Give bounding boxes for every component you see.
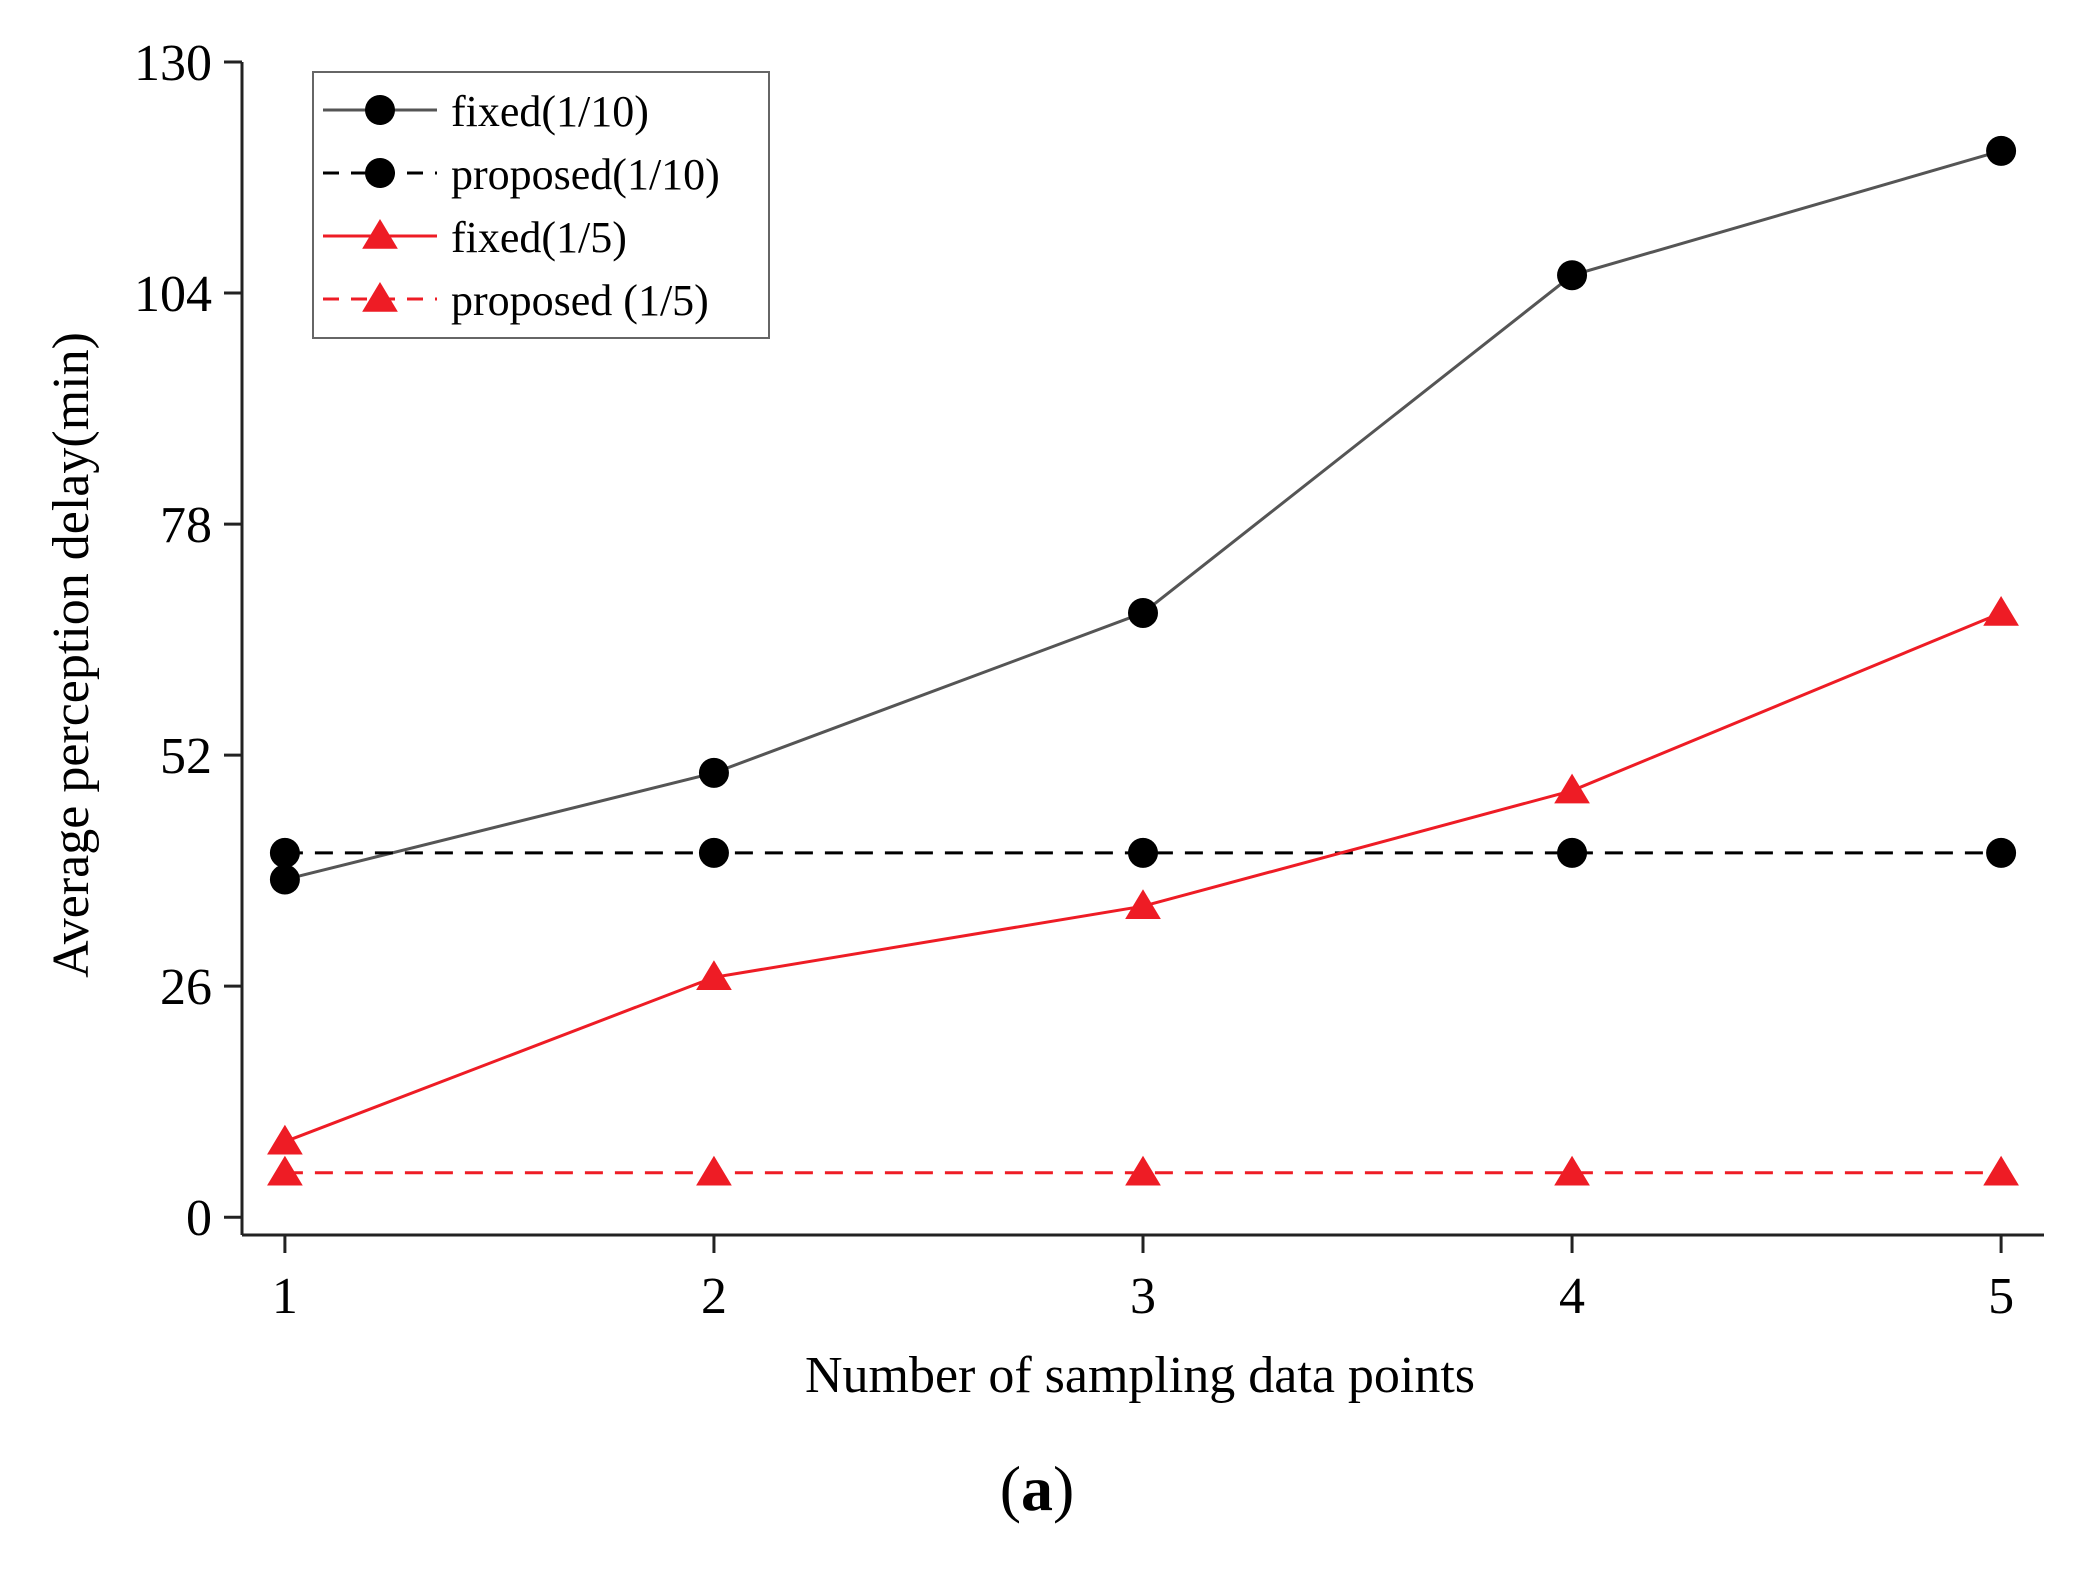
legend-label: fixed(1/10) <box>451 87 649 136</box>
legend-label: proposed (1/5) <box>451 276 709 325</box>
data-point <box>696 960 732 991</box>
series-0 <box>269 135 2017 895</box>
legend-marker <box>362 282 398 312</box>
data-point <box>1128 837 1158 868</box>
x-tick-label: 1 <box>272 1268 298 1325</box>
data-point <box>1986 135 2017 166</box>
x-tick-label: 3 <box>1130 1268 1156 1325</box>
series-1 <box>269 837 2017 868</box>
data-point <box>1125 889 1161 919</box>
series-2 <box>267 595 2019 1155</box>
caption-letter: a <box>1021 1453 1053 1524</box>
data-point <box>269 837 300 868</box>
y-tick-label: 104 <box>134 266 212 323</box>
series-3 <box>267 1155 2019 1186</box>
data-point <box>267 1155 303 1186</box>
figure-caption: (a) <box>0 1452 2074 1526</box>
data-point <box>269 864 300 895</box>
y-tick-label: 130 <box>134 35 212 92</box>
x-tick-label: 5 <box>1988 1268 2014 1325</box>
y-axis-label: Average perception delay(min) <box>43 332 100 978</box>
y-tick-label: 26 <box>160 959 212 1016</box>
data-point <box>1557 837 1588 868</box>
caption-open: ( <box>999 1453 1021 1524</box>
data-point <box>1125 1155 1161 1186</box>
legend-label: fixed(1/5) <box>451 213 627 262</box>
data-point <box>698 837 729 868</box>
axes: 0 26 52 78 104 130 1 2 3 4 5 <box>134 35 2044 1325</box>
data-point <box>698 757 729 788</box>
data-point <box>267 1124 303 1155</box>
data-point <box>1986 837 2017 868</box>
data-point <box>1554 1155 1590 1186</box>
series-line <box>284 611 2002 1144</box>
data-point <box>1128 597 1158 628</box>
y-tick-label: 78 <box>160 497 212 554</box>
legend-marker <box>362 219 398 249</box>
legend: fixed(1/10) proposed(1/10) fixed(1/5) propo… <box>312 71 770 339</box>
y-tick-label: 0 <box>186 1190 212 1247</box>
x-tick-label: 2 <box>701 1268 727 1325</box>
legend-marker <box>365 95 395 125</box>
x-axis-label: Number of sampling data points <box>805 1347 1475 1404</box>
caption-close: ) <box>1053 1453 1075 1524</box>
y-tick-label: 52 <box>160 728 212 785</box>
series-layer <box>267 135 2019 1186</box>
legend-label: proposed(1/10) <box>451 150 720 199</box>
legend-marker <box>365 158 395 188</box>
data-point <box>1983 595 2019 626</box>
data-point <box>1983 1155 2019 1186</box>
data-point <box>1557 260 1588 291</box>
data-point <box>1554 773 1590 804</box>
x-tick-label: 4 <box>1559 1268 1585 1325</box>
data-point <box>696 1155 732 1186</box>
